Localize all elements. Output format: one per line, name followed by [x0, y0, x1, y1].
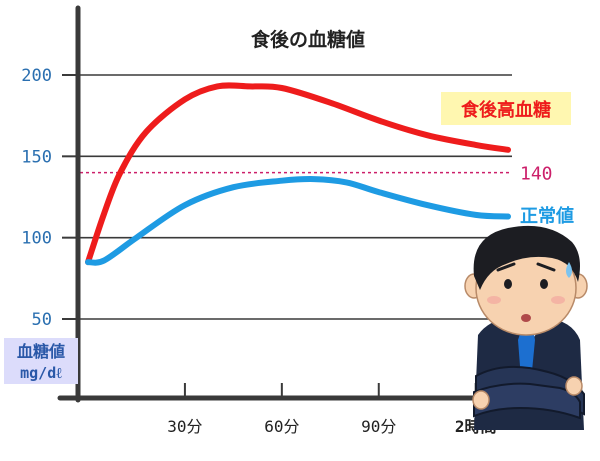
reference-line-label: 140: [520, 164, 553, 185]
grid-lines: [78, 74, 512, 320]
x-tick-label: 90分: [361, 417, 396, 436]
y-tick-labels: 200 150 100 50: [21, 66, 78, 330]
series-label-normal: 正常値: [520, 205, 574, 227]
y-tick-label: 150: [21, 147, 52, 167]
series-line-normal: [85, 176, 511, 266]
y-axis-unit: mg/dℓ: [20, 364, 62, 382]
y-tick-label: 100: [21, 229, 52, 249]
unit-label-box: [4, 338, 78, 384]
series-label-high: 食後高血糖: [460, 99, 551, 121]
x-tick-label: 30分: [167, 417, 202, 436]
reference-line-group: 140: [80, 164, 553, 185]
series-group: [85, 82, 511, 266]
y-tick-label: 50: [32, 310, 52, 330]
series-label-bg-high: [441, 92, 571, 125]
x-ticks: 30分60分90分2時間: [167, 383, 497, 436]
worried-businessman-icon: [464, 225, 588, 430]
y-tick-label: 200: [21, 66, 52, 86]
y-axis-label: 血糖値: [17, 342, 65, 361]
chart-title: 食後の血糖値: [251, 28, 365, 51]
series-line-high: [85, 82, 511, 266]
x-tick-label: 60分: [264, 417, 299, 436]
